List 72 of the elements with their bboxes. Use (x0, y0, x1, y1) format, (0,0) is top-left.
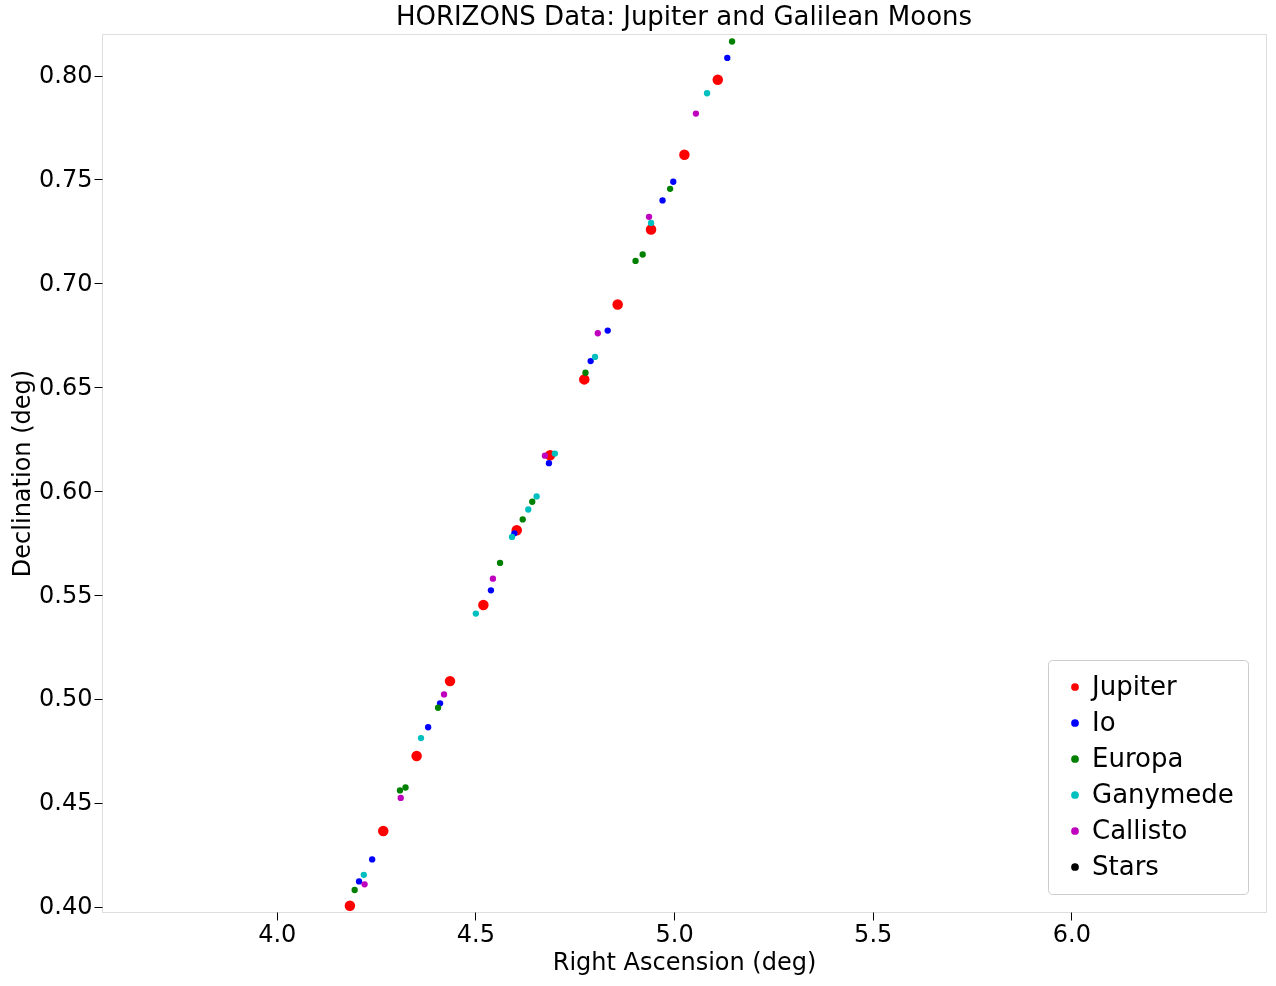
chart-title: HORIZONS Data: Jupiter and Galilean Moons (395, 1, 973, 31)
point (440, 691, 448, 698)
x-tick-label: 5.5 (854, 919, 893, 948)
point (612, 299, 623, 310)
point (425, 724, 432, 731)
legend-label: Callisto (1092, 815, 1188, 845)
point (533, 493, 540, 500)
x-tick-label: 4.0 (258, 919, 297, 948)
point (444, 675, 456, 687)
point (478, 599, 489, 611)
point (647, 219, 655, 227)
y-axis-title: Declination (deg) (8, 369, 37, 578)
point (361, 881, 368, 888)
point (659, 197, 666, 204)
point (604, 327, 611, 334)
point (594, 330, 601, 337)
point (519, 516, 526, 523)
point (632, 257, 639, 265)
y-tick-label: 0.40 (39, 892, 93, 921)
point (692, 110, 700, 117)
point (639, 251, 646, 258)
x-tick-label: 4.5 (456, 919, 496, 948)
y-tick-label: 0.65 (39, 372, 93, 401)
y-tick-label: 0.75 (39, 164, 93, 193)
point (645, 213, 653, 221)
point (545, 459, 553, 467)
y-tick-label: 0.45 (39, 788, 93, 817)
x-axis-title: Right Ascension (deg) (552, 947, 817, 976)
point (582, 369, 589, 376)
point (679, 149, 690, 160)
y-tick-label: 0.60 (39, 476, 93, 505)
point (434, 704, 442, 711)
point (489, 575, 497, 582)
x-tick-label: 5.0 (655, 919, 694, 948)
point (551, 450, 559, 457)
point (670, 178, 677, 185)
y-tick-label: 0.70 (39, 268, 93, 297)
legend-label: Ganymede (1092, 779, 1234, 809)
point (712, 74, 724, 85)
point (591, 353, 599, 361)
point (402, 784, 409, 791)
legend-label: Europa (1092, 743, 1184, 773)
point (417, 734, 425, 742)
point (525, 506, 532, 513)
legend-label: Io (1092, 707, 1116, 737)
point (397, 794, 404, 802)
point (355, 878, 363, 885)
legend-label: Jupiter (1090, 671, 1178, 701)
legend-label: Stars (1092, 851, 1159, 881)
point (396, 787, 404, 794)
x-tick-label: 6.0 (1052, 919, 1091, 948)
point (351, 886, 358, 894)
point (487, 587, 495, 594)
point (703, 90, 711, 97)
y-tick-label: 0.80 (39, 61, 93, 90)
point (728, 38, 736, 45)
point (666, 185, 674, 192)
point (472, 610, 479, 617)
point (378, 825, 389, 837)
point (368, 856, 376, 863)
point (360, 871, 367, 878)
point (587, 357, 594, 365)
y-tick-label: 0.50 (39, 684, 93, 713)
point (411, 750, 422, 762)
point (529, 498, 536, 505)
point (496, 559, 504, 567)
y-tick-label: 0.55 (39, 580, 93, 609)
point (508, 533, 516, 541)
point (579, 374, 590, 385)
point (344, 900, 356, 911)
point (541, 452, 549, 459)
point (724, 54, 731, 62)
